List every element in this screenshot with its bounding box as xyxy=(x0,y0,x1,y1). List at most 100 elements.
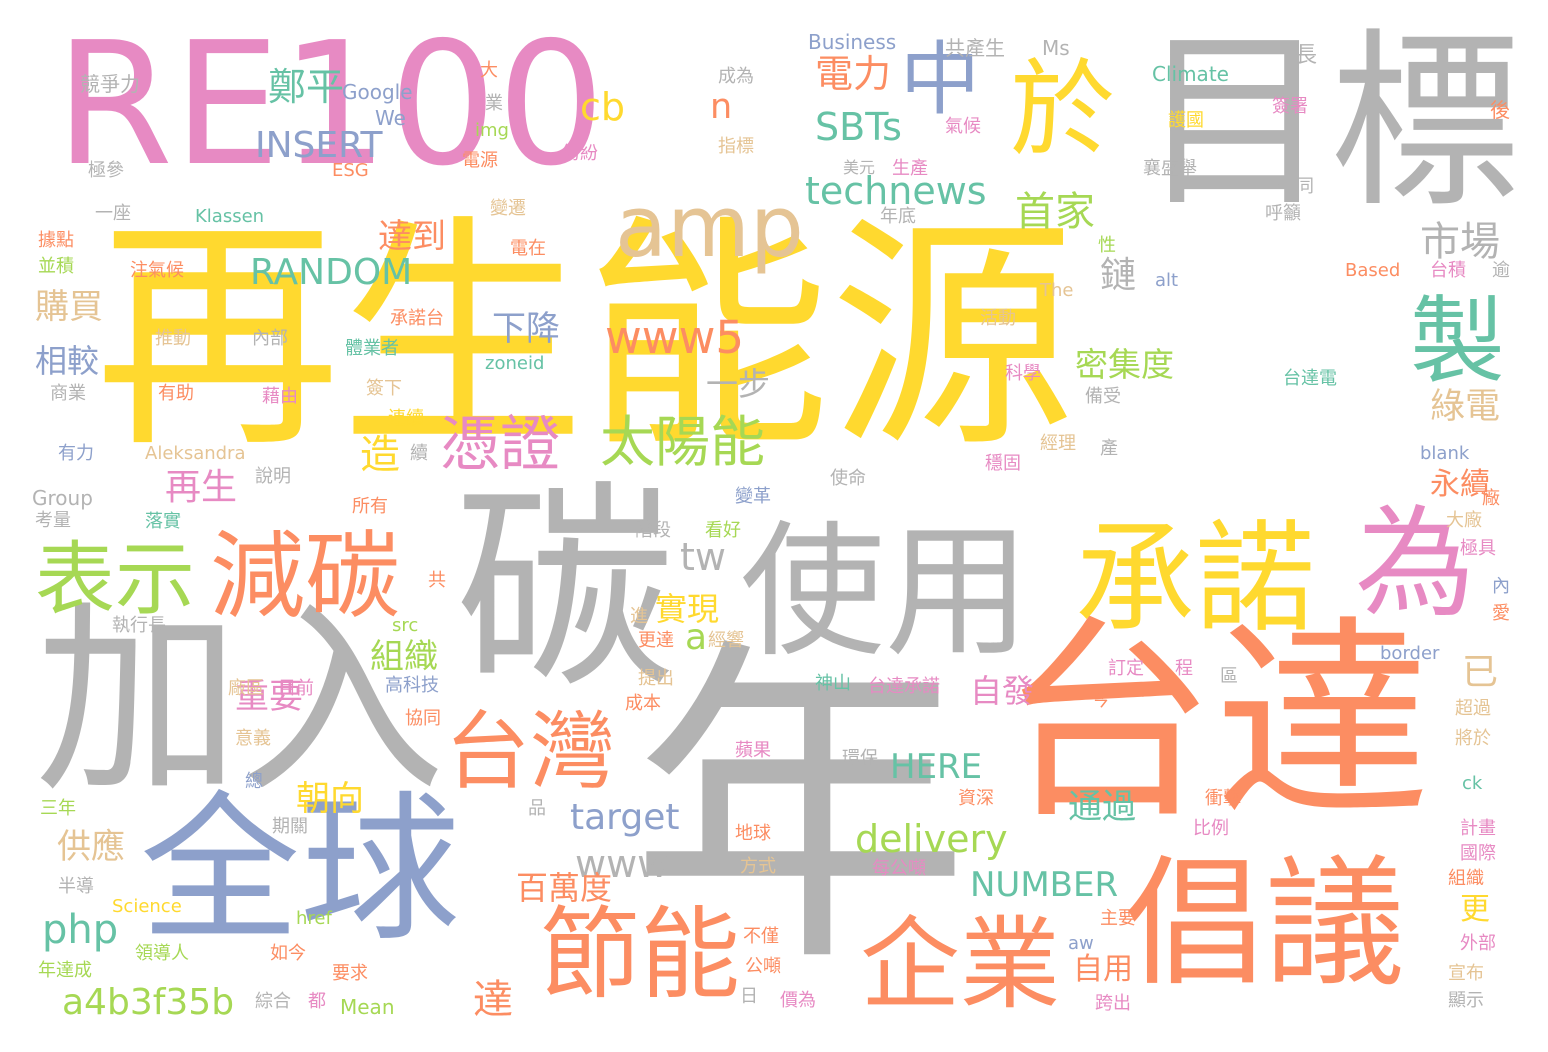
word-cjk-159: 今 xyxy=(1092,690,1110,711)
word-cjk-76: 紛紛 xyxy=(562,143,598,164)
word-cjk-137: 大廠 xyxy=(1446,510,1482,531)
word-cjk-54: 造 xyxy=(360,432,400,478)
word-cjk-156: 高科技 xyxy=(385,675,439,696)
word-cjk-136: 看好 xyxy=(705,520,741,541)
word-cjk-172: 地球 xyxy=(735,823,771,844)
word-cjk-3: 目標 xyxy=(1140,12,1521,233)
word-cjk-102: 台積 xyxy=(1430,260,1466,281)
word-cjk-44: 一步 xyxy=(706,365,771,403)
word-cjk-186: 如今 xyxy=(270,943,306,964)
word-cjk-152: 台達承諾 xyxy=(868,676,940,697)
word-cjk-135: 階段 xyxy=(635,520,671,541)
word-cjk-119: 備受 xyxy=(1085,386,1121,407)
word-cjk-155: 區 xyxy=(1220,666,1238,687)
word-cjk-189: 宣布 xyxy=(1448,963,1484,984)
word-cjk-171: 期關 xyxy=(272,816,308,837)
word-amp: amp xyxy=(615,178,804,277)
word-cjk-144: 經響 xyxy=(708,630,744,651)
word-cjk-51: 達到 xyxy=(378,217,446,257)
word-cjk-138: 極具 xyxy=(1460,538,1496,559)
word-cjk-43: 下降 xyxy=(492,309,560,349)
word-href: href xyxy=(296,908,332,929)
word-cjk-117: 簽下 xyxy=(366,378,402,399)
word-cjk-195: 顯示 xyxy=(1448,990,1484,1011)
word-cjk-10: 承諾 xyxy=(1075,510,1315,649)
word-ck: ck xyxy=(1462,773,1483,794)
word-cjk-166: 總 xyxy=(245,771,263,792)
word-cjk-133: 廠 xyxy=(1482,488,1500,509)
word-cjk-168: 資深 xyxy=(958,788,994,809)
word-cjk-94: 變遷 xyxy=(490,198,526,219)
word-n: n xyxy=(710,87,733,127)
word-cjk-123: 經理 xyxy=(1040,433,1076,454)
word-mean: Mean xyxy=(340,995,395,1019)
word-cjk-194: 跨出 xyxy=(1095,993,1131,1014)
word-climate: Climate xyxy=(1152,62,1229,86)
word-cjk-157: 協同 xyxy=(405,708,441,729)
word-cjk-65: 達 xyxy=(473,977,513,1023)
word-cjk-55: 再生 xyxy=(165,467,238,508)
word-target: target xyxy=(570,797,680,838)
word-cjk-128: 說明 xyxy=(255,466,291,487)
word-aw: aw xyxy=(1068,933,1094,954)
word-cjk-89: 襄盛舉 xyxy=(1143,158,1197,179)
word-cjk-150: 提出 xyxy=(638,668,674,689)
word-sbts: SBTs xyxy=(815,105,902,149)
word-esg: ESG xyxy=(332,160,369,181)
word-business: Business xyxy=(808,30,897,54)
word-cjk-160: 超過 xyxy=(1455,698,1491,719)
word-cjk-146: 愛 xyxy=(1492,603,1510,624)
word-cjk-188: 公噸 xyxy=(745,956,781,977)
word-delivery: delivery xyxy=(855,817,1008,861)
word-cjk-131: 使命 xyxy=(830,468,866,489)
word-cjk-57: 重要 xyxy=(235,677,303,717)
word-cjk-164: 環保 xyxy=(842,748,878,769)
word-cjk-106: 承諾台 xyxy=(390,308,444,329)
word-we: We xyxy=(375,106,406,130)
word-cjk-60: 供應 xyxy=(57,827,125,867)
word-insert: INSERT xyxy=(255,125,383,166)
word-border: border xyxy=(1380,643,1440,664)
word-cjk-120: 有力 xyxy=(58,443,94,464)
word-cb: cb xyxy=(580,85,626,129)
word-cjk-29: 鄭平 xyxy=(268,65,345,109)
word-a4b3f35b: a4b3f35b xyxy=(62,982,235,1023)
word-cjk-56: 組織 xyxy=(370,637,438,677)
word-cjk-191: 要求 xyxy=(332,963,368,984)
word-cjk-75: 電源 xyxy=(462,150,498,171)
word-cjk-180: 組織 xyxy=(1448,868,1484,889)
word-cjk-112: 科學 xyxy=(1005,363,1041,384)
word-cjk-77: 指標 xyxy=(718,136,754,157)
word-cjk-85: 極參 xyxy=(88,160,124,181)
word-cjk-69: 長 xyxy=(1295,43,1318,68)
word-cjk-50: 更 xyxy=(1460,892,1490,927)
word-google: Google xyxy=(342,80,413,104)
word-cjk-192: 日 xyxy=(740,986,758,1007)
word-cjk-197: 都 xyxy=(308,991,326,1012)
word-cjk-19: 製 xyxy=(1410,287,1506,397)
word-cjk-11: 為 xyxy=(1355,495,1475,634)
word-cjk-30: 電力 xyxy=(815,52,892,96)
word-cjk-153: 訂定 xyxy=(1108,658,1144,679)
word-cjk-148: 廠區 xyxy=(228,678,264,699)
word-cjk-21: 憑證 xyxy=(440,410,560,480)
word-cjk-110: 體業者 xyxy=(345,338,399,359)
word-cjk-22: 太陽能 xyxy=(600,410,766,474)
word-cjk-0: 再生能源 xyxy=(95,195,1075,480)
word-cjk-130: 所有 xyxy=(352,496,388,517)
word-cjk-125: 穩固 xyxy=(985,453,1021,474)
word-cjk-48: 永續 xyxy=(1430,467,1490,502)
word-cjk-18: 台灣 xyxy=(445,703,616,802)
word-cjk-118: 連續 xyxy=(388,408,424,429)
word-cjk-142: 進 xyxy=(630,606,648,627)
word-cjk-9: 倡議 xyxy=(1125,843,1406,1006)
word-cjk-114: 商業 xyxy=(50,383,86,404)
word-cjk-99: 電在 xyxy=(510,238,546,259)
word-klassen: Klassen xyxy=(195,206,265,227)
word-cjk-12: 企業 xyxy=(860,906,1060,1023)
word-cjk-58: 實現 xyxy=(655,590,720,628)
word-cjk-46: 鏈 xyxy=(1100,255,1137,296)
word-cjk-163: 蘋果 xyxy=(735,740,771,761)
word-a: a xyxy=(685,617,708,658)
